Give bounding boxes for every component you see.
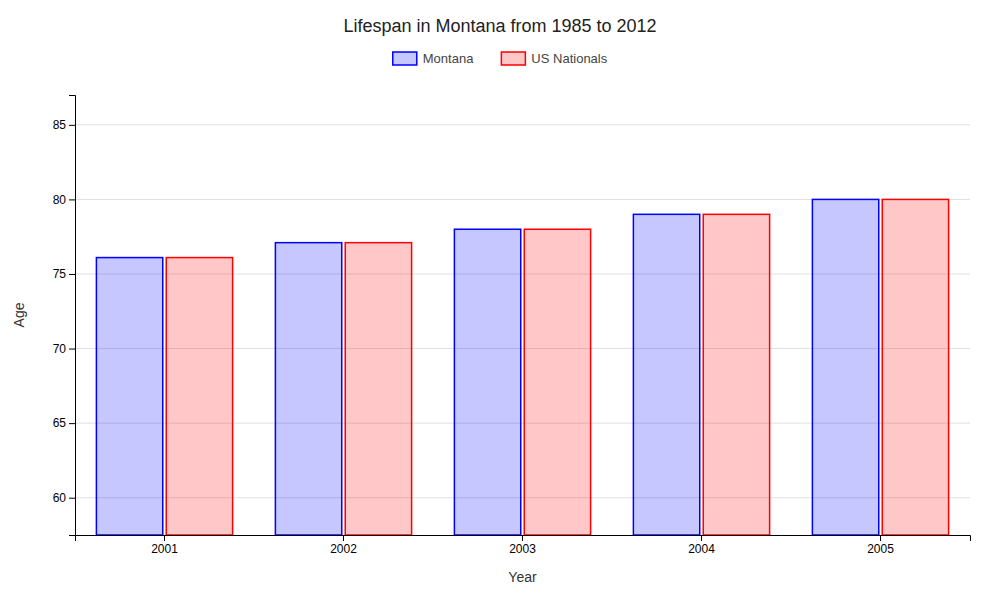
legend: Montana US Nationals [393, 51, 608, 66]
grid-line [75, 124, 970, 125]
bar [96, 258, 162, 535]
tick-label: 2001 [151, 542, 178, 556]
tick-label: 85 [53, 118, 67, 132]
tick-label: 75 [53, 267, 67, 281]
bar [633, 214, 699, 535]
tick: 2004 [688, 535, 715, 556]
legend-label: US Nationals [531, 51, 607, 66]
tick: 85 [53, 118, 75, 132]
tick: 2005 [867, 535, 894, 556]
tick: 2002 [330, 535, 357, 556]
tick-label: 2003 [509, 542, 536, 556]
chart: 2001 2002 2003 2004 2005 60 65 70 75 80 85 Year Age L… [0, 0, 1000, 600]
plot: 2001 2002 2003 2004 2005 60 65 70 75 80 85 [53, 96, 971, 556]
bars [96, 199, 948, 535]
legend-label: Montana [423, 51, 474, 66]
axis-line [69, 96, 76, 536]
bar [454, 229, 520, 535]
axis-line [76, 536, 971, 542]
tick-mark [343, 535, 344, 541]
bar [275, 243, 341, 535]
legend-swatch [501, 52, 525, 65]
tick-mark [69, 199, 75, 200]
tick: 2001 [151, 535, 178, 556]
y-axis-title: Age [11, 302, 27, 327]
series [166, 199, 948, 535]
tick-label: 60 [53, 491, 67, 505]
tick-mark [69, 125, 75, 126]
tick: 70 [53, 342, 75, 356]
tick: 80 [53, 193, 75, 207]
legend-item: Montana [393, 51, 474, 66]
tick: 65 [53, 416, 75, 430]
series [96, 199, 878, 535]
tick-label: 65 [53, 416, 67, 430]
x-axis: 2001 2002 2003 2004 2005 [76, 535, 971, 556]
x-axis-title: Year [508, 569, 537, 585]
tick: 75 [53, 267, 75, 281]
tick: 2003 [509, 535, 536, 556]
bar [703, 214, 769, 535]
tick-mark [69, 498, 75, 499]
legend-item: US Nationals [501, 51, 607, 66]
bar [166, 258, 232, 535]
bar [524, 229, 590, 535]
tick-label: 70 [53, 342, 67, 356]
tick-mark [701, 535, 702, 541]
tick-mark [522, 535, 523, 541]
tick-mark [69, 349, 75, 350]
title: Lifespan in Montana from 1985 to 2012 [343, 16, 656, 36]
tick-mark [69, 423, 75, 424]
tick-mark [69, 274, 75, 275]
legend-swatch [393, 52, 417, 65]
bar [812, 199, 878, 535]
tick-mark [164, 535, 165, 541]
tick-mark [880, 535, 881, 541]
tick-label: 80 [53, 193, 67, 207]
bar [345, 243, 411, 535]
tick: 60 [53, 491, 75, 505]
y-axis: 60 65 70 75 80 85 [53, 96, 76, 536]
bar [882, 199, 948, 535]
tick-label: 2005 [867, 542, 894, 556]
tick-label: 2002 [330, 542, 357, 556]
tick-label: 2004 [688, 542, 715, 556]
